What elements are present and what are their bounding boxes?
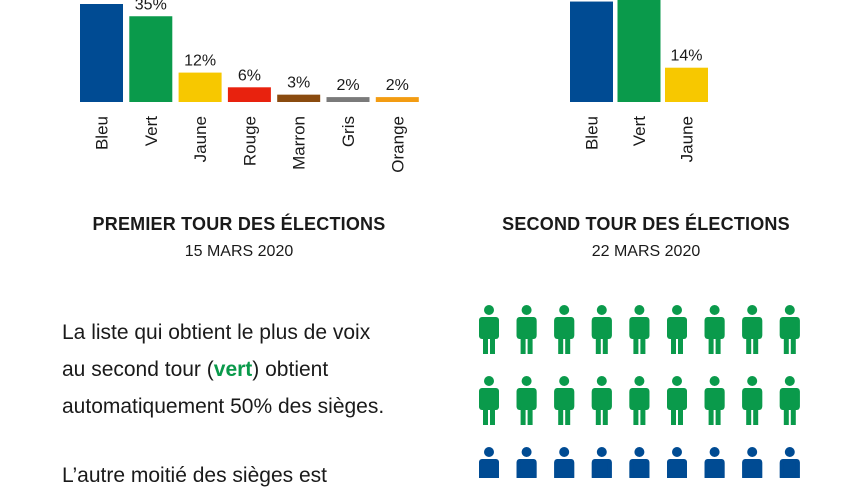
person-icon [516,376,537,425]
person-icon [629,376,650,425]
person-icon [479,305,499,354]
person-icon [591,305,612,354]
first-round-caption: PREMIER TOUR DES ÉLECTIONS 15 MARS 2020 [69,214,409,261]
person-icon [779,305,800,354]
person-icon [742,305,763,354]
data-label-1-marron: 3% [287,75,310,92]
highlight-vert: vert [213,358,253,381]
category-label-2-bleu: Bleu [583,116,602,150]
explanation-line-2a: au second tour ( [62,358,214,381]
data-label-1-jaune: 12% [184,53,216,70]
category-label-1-vert: Vert [142,116,161,147]
category-label-1-marron: Marron [290,116,309,170]
data-label-1-vert: 35% [135,0,167,13]
category-label-2-vert: Vert [630,116,649,147]
bar-1-bleu [80,4,123,102]
person-icon [742,447,763,478]
person-icon [554,376,575,425]
category-label-1-jaune: Jaune [191,116,210,162]
person-icon [516,305,537,354]
person-icon [629,447,650,478]
seat-pictogram [479,305,800,478]
bar-1-gris [326,97,370,102]
person-icon [704,376,725,425]
second-round-bar-chart: Bleu Vert 14% Jaune [570,0,708,162]
data-label-1-orange: 2% [386,77,409,94]
category-label-1-bleu: Bleu [93,116,112,150]
data-label-1-gris: 2% [336,77,359,94]
second-round-caption: SECOND TOUR DES ÉLECTIONS 22 MARS 2020 [476,214,816,261]
category-label-2-jaune: Jaune [678,116,697,162]
bar-1-marron [277,94,321,102]
bar-2-bleu [570,1,613,102]
person-icon [479,376,499,425]
person-icon [554,447,575,478]
bar-1-vert [129,16,173,102]
data-label-1-rouge: 6% [238,67,261,84]
person-icon [591,447,612,478]
second-round-title: SECOND TOUR DES ÉLECTIONS [502,214,790,234]
bar-2-vert [617,0,661,102]
person-icon [591,376,612,425]
person-icon [629,305,650,354]
person-icon [704,447,725,478]
category-label-1-gris: Gris [339,116,358,147]
bar-2-jaune [665,67,708,102]
bar-1-rouge [227,87,271,102]
category-label-1-rouge: Rouge [240,116,259,166]
person-icon [779,447,800,478]
bar-1-orange [375,97,419,102]
category-label-1-orange: Orange [388,116,407,173]
person-icon [667,447,687,478]
first-round-date: 15 MARS 2020 [184,243,294,260]
explanation-line-3: automatiquement 50% des sièges. [62,395,385,418]
explanation-line-1: La liste qui obtient le plus de voix [62,321,371,344]
explanation-line-2b: ) obtient [252,358,329,381]
person-icon [779,376,800,425]
person-icon [554,305,575,354]
person-icon [667,376,687,425]
bar-1-jaune [178,72,222,102]
person-icon [479,447,499,478]
first-round-bar-chart: Bleu 35% Vert 12% Jaune 6% Rouge 3% Marron 2% Gris… [80,0,419,173]
first-round-title: PREMIER TOUR DES ÉLECTIONS [92,214,386,234]
second-round-date: 22 MARS 2020 [591,243,701,260]
person-icon [742,376,763,425]
person-icon [704,305,725,354]
person-icon [667,305,687,354]
person-icon [516,447,537,478]
explanation-paragraph-1: La liste qui obtient le plus de voix au … [62,314,442,425]
data-label-2-jaune: 14% [670,48,702,65]
